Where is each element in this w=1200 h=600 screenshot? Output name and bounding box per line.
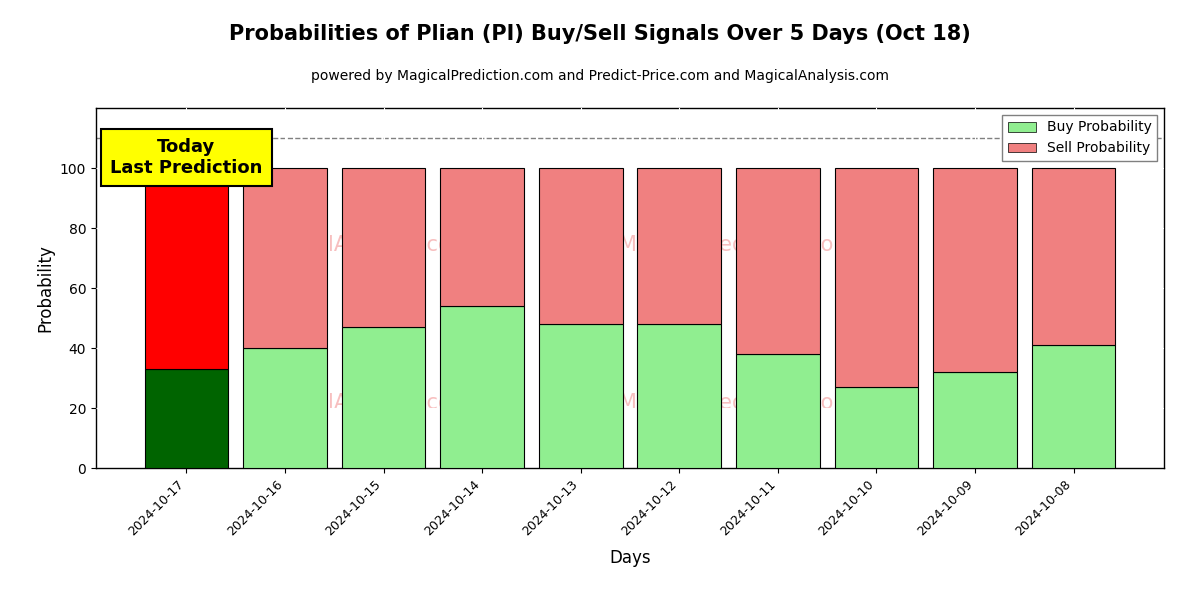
Bar — [440, 306, 524, 468]
Text: MagicalPrediction.com: MagicalPrediction.com — [619, 235, 854, 255]
Bar — [637, 324, 721, 468]
Text: Today
Last Prediction: Today Last Prediction — [110, 138, 263, 177]
Bar — [1032, 168, 1116, 345]
Bar — [440, 168, 524, 306]
Bar — [342, 327, 426, 468]
X-axis label: Days: Days — [610, 549, 650, 567]
Bar — [244, 168, 326, 348]
Bar — [144, 168, 228, 369]
Legend: Buy Probability, Sell Probability: Buy Probability, Sell Probability — [1002, 115, 1157, 161]
Bar — [244, 348, 326, 468]
Bar — [736, 354, 820, 468]
Bar — [342, 168, 426, 327]
Bar — [736, 168, 820, 354]
Text: MagicalAnalysis.com: MagicalAnalysis.com — [254, 393, 472, 413]
Bar — [1032, 345, 1116, 468]
Bar — [539, 168, 623, 324]
Text: MagicalAnalysis.com: MagicalAnalysis.com — [254, 235, 472, 255]
Bar — [144, 369, 228, 468]
Bar — [834, 387, 918, 468]
Bar — [834, 168, 918, 387]
Text: Probabilities of Plian (PI) Buy/Sell Signals Over 5 Days (Oct 18): Probabilities of Plian (PI) Buy/Sell Sig… — [229, 24, 971, 44]
Bar — [934, 168, 1016, 372]
Bar — [539, 324, 623, 468]
Text: MagicalPrediction.com: MagicalPrediction.com — [619, 393, 854, 413]
Bar — [637, 168, 721, 324]
Bar — [934, 372, 1016, 468]
Y-axis label: Probability: Probability — [36, 244, 54, 332]
Text: powered by MagicalPrediction.com and Predict-Price.com and MagicalAnalysis.com: powered by MagicalPrediction.com and Pre… — [311, 69, 889, 83]
